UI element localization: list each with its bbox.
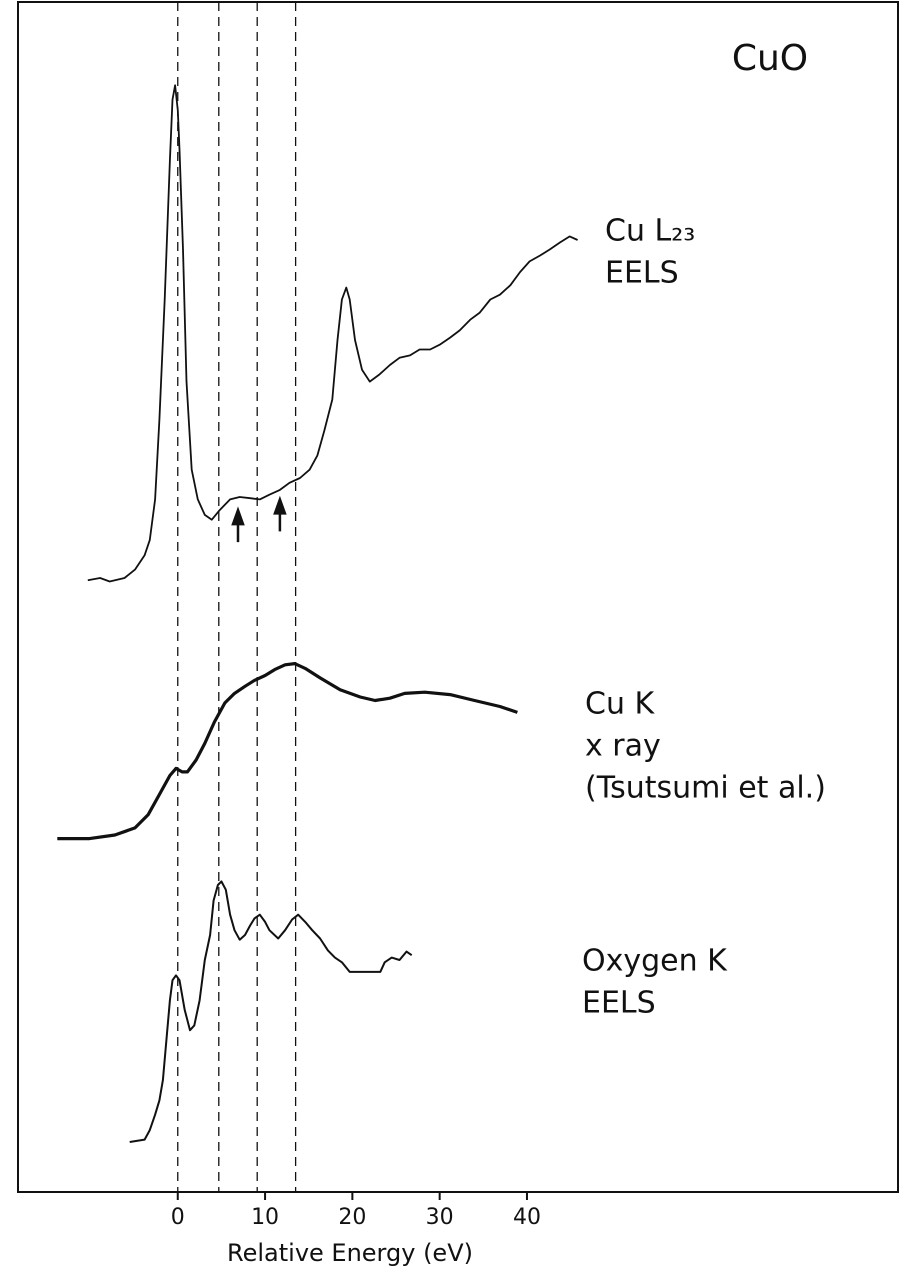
arrow [231,506,245,543]
plot-frame [17,1,899,1193]
series-label: EELS [582,986,656,1021]
chart-title: CuO [732,38,808,79]
series-line [57,662,518,841]
series-line [87,84,578,583]
series-label: Oxygen K [582,944,728,979]
series-line [129,880,413,1143]
series-label: (Tsutsumi et al.) [585,771,826,806]
arrow [273,495,287,532]
x-tick-label: 40 [513,1205,541,1230]
x-tick-label: 20 [338,1205,366,1230]
series-label: Cu L₂₃ [605,214,695,249]
x-tick-label: 30 [426,1205,454,1230]
x-axis-label: Relative Energy (eV) [227,1239,473,1267]
x-tick-label: 0 [171,1205,185,1230]
x-tick-label: 10 [251,1205,279,1230]
series-label: Cu K [585,687,655,722]
series-label: x ray [585,729,661,764]
series-label: EELS [605,256,679,291]
